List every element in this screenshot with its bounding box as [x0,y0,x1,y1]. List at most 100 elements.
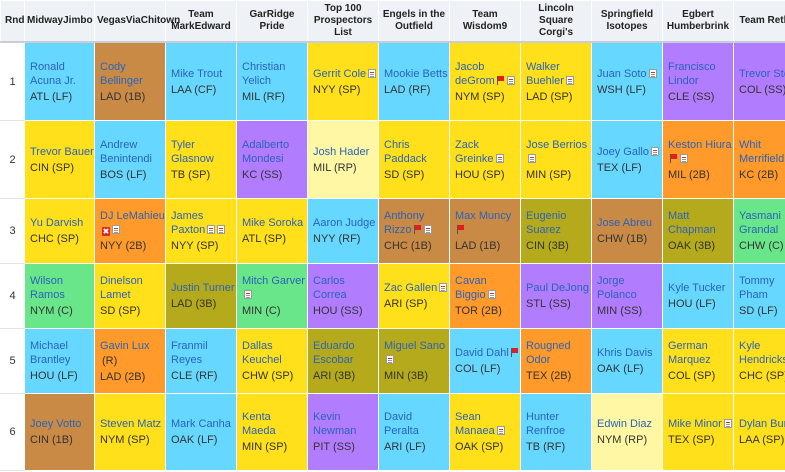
note-icon[interactable] [496,426,505,435]
pick-cell[interactable]: Wilson Ramos NYM (C) [24,263,95,329]
player-name[interactable]: Francisco Lindor [668,60,733,88]
pick-cell[interactable]: David Peralta ARI (LF) [378,393,450,471]
player-name[interactable]: Kenta Maeda [242,410,307,438]
flag-icon[interactable] [457,225,465,234]
note-icon[interactable] [680,153,688,163]
player-name[interactable]: Max Muncy [455,209,520,237]
player-name[interactable]: Steven Matz [100,417,165,431]
player-name[interactable]: Juan Soto [597,67,662,81]
player-name[interactable]: Keston Hiura [668,138,733,166]
pick-cell[interactable]: Carlos Correa HOU (SS) [307,263,379,329]
team-header[interactable]: GarRidge Pride [236,0,308,43]
pick-cell[interactable]: Eduardo Escobar ARI (3B) [307,328,379,394]
pick-cell[interactable]: Whit Merrifield KC (2B) [733,120,785,199]
team-header[interactable]: VegasViaChitown [94,0,180,43]
player-name[interactable]: Zack Greinke [455,138,520,166]
pick-cell[interactable]: Jose Abreu CHW (1B) [591,198,663,264]
pick-cell[interactable]: Jorge Polanco MIN (SS) [591,263,663,329]
player-name[interactable]: Paul DeJong [526,281,591,295]
player-name[interactable]: Rougned Odor [526,339,591,367]
team-header[interactable]: Springfield Isotopes [591,0,663,43]
pick-cell[interactable]: Khris Davis OAK (LF) [591,328,663,394]
pick-cell[interactable]: Kyle Hendricks CHC (SP) [733,328,785,394]
note-icon[interactable] [650,146,659,156]
note-icon[interactable] [207,225,216,234]
pick-cell[interactable]: Tyler Glasnow TB (SP) [165,120,237,199]
pick-cell[interactable]: Steven Matz NYM (SP) [94,393,166,471]
pick-cell[interactable]: Chris Paddack SD (SP) [378,120,450,199]
player-name[interactable]: Cody Bellinger [100,60,165,88]
pick-cell[interactable]: Hunter Renfroe TB (RF) [520,393,592,471]
pick-cell[interactable]: Paul DeJong STL (SS) [520,263,592,329]
player-name[interactable]: DJ LeMahieu ✖ [100,209,165,237]
player-name[interactable]: Joey Votto [30,417,94,431]
pick-cell[interactable]: Andrew Benintendi BOS (LF) [94,120,166,199]
player-name[interactable]: Yasmani Grandal [739,209,785,237]
player-name[interactable]: Joey Gallo [597,145,662,159]
note-icon[interactable] [217,225,226,234]
pick-cell[interactable]: Kenta Maeda MIN (SP) [236,393,308,471]
player-name[interactable]: Kyle Tucker [668,281,733,295]
player-name[interactable]: Whit Merrifield [739,138,785,166]
pick-cell[interactable]: Miguel Sano MIN (3B) [378,328,450,394]
player-name[interactable]: Mitch Garver [242,274,307,302]
pick-cell[interactable]: Zack Greinke HOU (SP) [449,120,521,199]
player-name[interactable]: Aaron Judge [313,216,378,230]
player-name[interactable]: Carlos Correa [313,274,378,302]
pick-cell[interactable]: Michael Brantley HOU (LF) [24,328,95,394]
pick-cell[interactable]: Christian Yelich MIL (RF) [236,41,308,121]
player-name[interactable]: Dylan Bundy [739,417,785,431]
pick-cell[interactable]: Anthony Rizzo CHC (1B) [378,198,450,264]
player-name[interactable]: Miguel Sano [384,339,449,367]
team-header[interactable]: Team Wisdom9 [449,0,521,43]
pick-cell[interactable]: Gerrit Cole NYY (SP) [307,41,379,121]
pick-cell[interactable]: Joey Gallo TEX (LF) [591,120,663,199]
pick-cell[interactable]: Edwin Diaz NYM (RP) [591,393,663,471]
flag-icon[interactable] [413,225,422,234]
team-header[interactable]: Team MarkEdward [165,0,237,43]
pick-cell[interactable]: Trevor Story COL (SS) [733,41,785,121]
player-name[interactable]: Khris Davis [597,346,662,360]
player-name[interactable]: Kevin Newman [313,410,378,438]
player-name[interactable]: David Peralta [384,410,449,438]
player-name[interactable]: Jorge Polanco [597,274,662,302]
pick-cell[interactable]: Joey Votto CIN (1B) [24,393,95,471]
player-name[interactable]: Mike Soroka [242,216,307,230]
player-name[interactable]: Edwin Diaz [597,417,662,431]
player-name[interactable]: Jacob deGrom [455,60,520,88]
player-name[interactable]: Dallas Keuchel [242,339,307,367]
pick-cell[interactable]: Ronald Acuna Jr. ATL (LF) [24,41,95,121]
pick-cell[interactable]: Walker Buehler LAD (SP) [520,41,592,121]
player-name[interactable]: Eugenio Suarez [526,209,591,237]
pick-cell[interactable]: Dallas Keuchel CHW (SP) [236,328,308,394]
player-name[interactable]: Eduardo Escobar [313,339,378,367]
pick-cell[interactable]: Juan Soto WSH (LF) [591,41,663,121]
pick-cell[interactable]: Dylan Bundy LAA (SP) [733,393,785,471]
pick-cell[interactable]: Zac Gallen ARI (SP) [378,263,450,329]
player-name[interactable]: Dinelson Lamet [100,274,165,302]
pick-cell[interactable]: Kevin Newman PIT (SS) [307,393,379,471]
player-name[interactable]: Chris Paddack [384,138,449,166]
player-name[interactable]: Jose Berrios [526,138,591,166]
note-icon[interactable] [565,75,574,85]
player-name[interactable]: Gavin Lux (R) [100,339,165,368]
player-name[interactable]: Jose Abreu [597,216,662,230]
pick-cell[interactable]: Aaron Judge NYY (RF) [307,198,379,264]
player-name[interactable]: Mike Minor [668,417,733,431]
pick-cell[interactable]: Mitch Garver MIN (C) [236,263,308,329]
team-header[interactable]: MidwayJimbo [24,0,95,43]
flag-icon[interactable] [496,75,505,85]
pick-cell[interactable]: Keston Hiura MIL (2B) [662,120,734,199]
player-name[interactable]: Tyler Glasnow [171,138,236,166]
pick-cell[interactable]: David Dahl COL (LF) [449,328,521,394]
player-name[interactable]: German Marquez [668,339,733,367]
pick-cell[interactable]: Mike Trout LAA (CF) [165,41,237,121]
note-icon[interactable] [386,355,394,364]
pick-cell[interactable]: James Paxton NYY (SP) [165,198,237,264]
pick-cell[interactable]: Adalberto Mondesi KC (SS) [236,120,308,199]
player-name[interactable]: Matt Chapman [668,209,733,237]
pick-cell[interactable]: Cody Bellinger LAD (1B) [94,41,166,121]
player-name[interactable]: Ronald Acuna Jr. [30,60,94,88]
player-name[interactable]: Mike Trout [171,67,236,81]
injury-icon[interactable]: ✖ [102,227,110,236]
